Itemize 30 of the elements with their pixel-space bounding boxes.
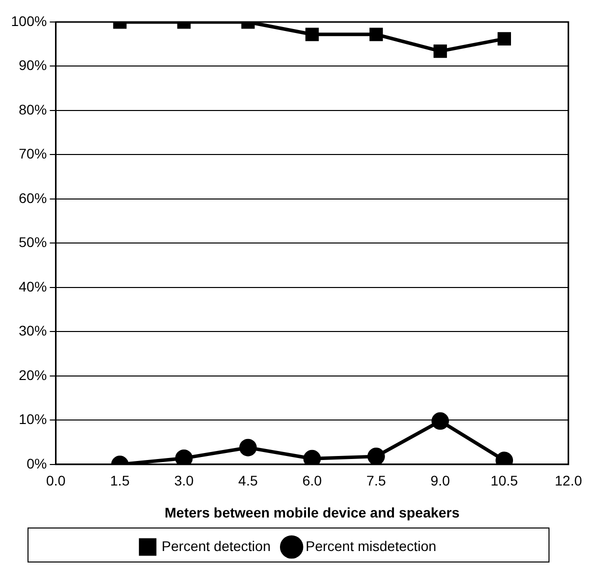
y-tick-label: 50% (18, 234, 47, 250)
point (431, 412, 449, 430)
y-tick-label: 0% (26, 455, 47, 472)
x-tick-label: 0.0 (46, 472, 66, 489)
y-tick-label: 40% (18, 278, 47, 294)
legend-label: Percent detection (162, 538, 271, 554)
x-tick-label: 10.5 (490, 472, 518, 489)
x-tick-label: 7.5 (366, 472, 386, 489)
x-tick-label: 1.5 (110, 472, 130, 489)
point (239, 438, 257, 456)
x-tick-label: 4.5 (238, 472, 258, 489)
x-axis-title: Meters between mobile device and speakers (164, 504, 460, 520)
point (367, 448, 385, 464)
y-tick-label: 30% (18, 322, 47, 339)
y-tick-label: 90% (18, 57, 47, 74)
point (305, 28, 319, 42)
point (369, 28, 383, 42)
y-tick-label: 80% (18, 101, 47, 118)
x-tick-label: 6.0 (302, 472, 322, 489)
legend-label: Percent misdetection (306, 538, 436, 554)
y-tick-label: 20% (18, 366, 47, 383)
x-tick-label: 12.0 (554, 472, 582, 489)
x-tick-label: 9.0 (430, 472, 450, 489)
point (434, 44, 447, 58)
y-tick-label: 100% (10, 12, 47, 29)
x-tick-label: 3.0 (174, 472, 194, 489)
y-tick-label: 60% (18, 190, 47, 206)
y-tick-label: 10% (18, 411, 47, 428)
y-tick-label: 70% (18, 146, 47, 162)
point (498, 32, 512, 46)
